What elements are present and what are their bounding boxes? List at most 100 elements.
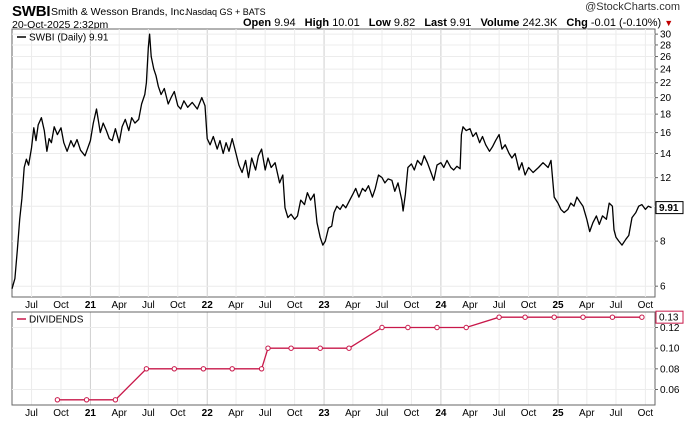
dividend-point (463, 324, 469, 331)
dividend-x-tick-label: Jul (25, 408, 38, 419)
dividend-point (229, 366, 235, 372)
last-label: Last (424, 17, 447, 29)
price-x-tick-label: Apr (228, 300, 244, 311)
brand-watermark[interactable]: @StockCharts.com (585, 1, 680, 13)
price-y-tick-label: 8 (660, 237, 666, 248)
price-x-tick-label: Oct (287, 300, 303, 311)
dividend-point (434, 324, 440, 331)
price-x-tick-label: 22 (202, 300, 214, 311)
dividend-x-tick-label: Jul (610, 408, 623, 419)
price-y-tick-label: 22 (660, 78, 672, 89)
dividend-x-tick-label: 25 (552, 408, 564, 419)
dividend-x-tick-label: 23 (318, 408, 330, 419)
dividend-x-tick-label: Oct (53, 408, 69, 419)
dividend-point (379, 324, 385, 331)
price-x-tick-label: Apr (345, 300, 361, 311)
dividend-x-tick-label: 22 (202, 408, 214, 419)
price-x-tick-label: 25 (552, 300, 564, 311)
price-x-tick-label: Oct (404, 300, 420, 311)
open-value: 9.94 (274, 17, 296, 29)
dividend-x-tick-label: Oct (638, 408, 654, 419)
dividend-point (496, 314, 502, 320)
dividend-x-tick-label: Apr (345, 408, 361, 419)
chg-label: Chg (566, 17, 588, 29)
price-x-tick-label: Jul (376, 300, 389, 311)
price-x-tick-label: Apr (111, 300, 127, 311)
dividend-series-line (57, 316, 642, 401)
dividend-x-tick-label: Jul (259, 408, 272, 419)
dividend-point (317, 345, 323, 351)
dividend-y-tick-label: 0.12 (660, 323, 680, 334)
price-x-tick-label: Jul (25, 300, 38, 311)
dividend-y-tick-label: 0.08 (660, 364, 680, 375)
exchange-name: Nasdaq GS + BATS (186, 7, 266, 17)
dividend-point (258, 366, 265, 372)
dividend-point (265, 345, 271, 351)
price-legend-label: SWBI (Daily) 9.91 (29, 33, 109, 44)
price-y-tick-label: 12 (660, 173, 672, 184)
dividend-legend-label: DIVIDENDS (29, 315, 84, 326)
dividend-point (551, 314, 557, 320)
ticker-symbol: SWBI (12, 3, 51, 20)
dividend-last-badge (655, 310, 684, 324)
price-y-tick-label: 30 (660, 30, 672, 41)
price-y-tick-label: 18 (660, 110, 672, 121)
price-series-line (11, 33, 652, 289)
price-x-tick-label: Jul (493, 300, 506, 311)
price-y-tick-label: 28 (660, 40, 672, 51)
price-y-tick-label: 6 (660, 282, 666, 293)
last-value: 9.91 (450, 17, 472, 29)
dividend-x-tick-label: Jul (142, 408, 155, 419)
price-x-tick-label: Jul (610, 300, 623, 311)
high-label: High (304, 17, 330, 29)
price-y-tick-label: 26 (660, 52, 672, 63)
price-y-tick-label: 20 (660, 93, 672, 104)
price-x-tick-label: Oct (53, 300, 69, 311)
dividend-y-tick-label: 0.06 (660, 385, 680, 396)
dividend-y-tick-label: 0.10 (660, 344, 680, 355)
price-x-tick-label: Apr (579, 300, 595, 311)
open-label: Open (243, 17, 272, 29)
dividend-panel-frame (11, 311, 656, 406)
dividend-last-label: 0.13 (659, 313, 679, 324)
price-x-tick-label: Jul (259, 300, 272, 311)
price-x-tick-label: Apr (462, 300, 478, 311)
dividend-point (288, 345, 294, 351)
price-x-tick-label: 21 (85, 300, 97, 311)
price-x-tick-label: Jul (142, 300, 155, 311)
dividend-point (112, 397, 119, 403)
price-last-badge (655, 201, 684, 215)
price-last-label: 9.91 (659, 203, 679, 214)
dividend-point (580, 314, 586, 320)
dividend-point (609, 314, 616, 320)
dividend-point (346, 345, 352, 351)
dividend-x-tick-label: Oct (287, 408, 303, 419)
volume-value: 242.3K (522, 17, 558, 29)
dividend-x-tick-label: Jul (376, 408, 389, 419)
dividend-x-tick-label: Jul (493, 408, 506, 419)
dividend-x-tick-label: Oct (521, 408, 537, 419)
high-value: 10.01 (332, 17, 360, 29)
dividend-point (54, 397, 61, 403)
quote-bar: Open 9.94 High 10.01 Low 9.82 Last 9.91 … (243, 17, 673, 29)
dividend-x-tick-label: 21 (85, 408, 97, 419)
dividend-x-tick-label: 24 (435, 408, 447, 419)
price-x-tick-label: 23 (318, 300, 330, 311)
volume-label: Volume (480, 17, 520, 29)
dividend-x-tick-label: Oct (170, 408, 186, 419)
dividend-x-tick-label: Apr (111, 408, 127, 419)
dividend-point (171, 366, 178, 372)
price-x-tick-label: Oct (170, 300, 186, 311)
price-y-tick-label: 14 (660, 149, 672, 160)
dividend-x-tick-label: Apr (462, 408, 478, 419)
company-name: Smith & Wesson Brands, Inc. (51, 6, 188, 18)
price-x-tick-label: Oct (521, 300, 537, 311)
price-y-tick-label: 16 (660, 128, 672, 139)
price-x-tick-label: Oct (638, 300, 654, 311)
chg-value: -0.01 (-0.10%) (590, 17, 662, 29)
dividend-point (639, 314, 645, 320)
dividend-point (83, 397, 90, 403)
dividend-x-tick-label: Apr (228, 408, 244, 419)
